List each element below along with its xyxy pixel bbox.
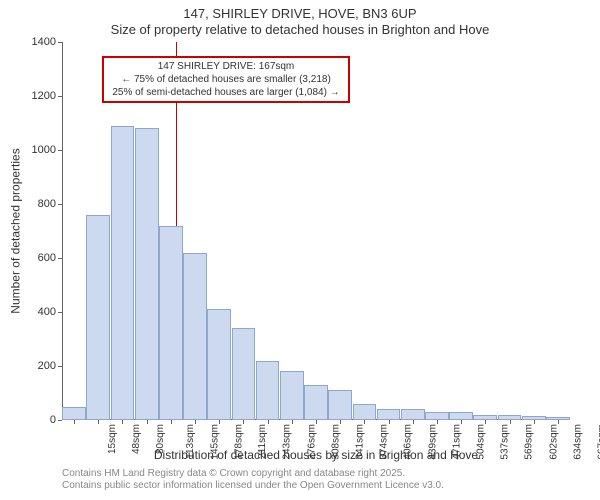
xtick-mark	[74, 420, 75, 424]
xtick-mark	[147, 420, 148, 424]
xtick-label: 537sqm	[500, 424, 511, 460]
xtick-label: 471sqm	[451, 424, 462, 460]
xtick-mark	[171, 420, 172, 424]
xtick-label: 15sqm	[107, 424, 118, 454]
ytick-label: 600	[6, 252, 56, 264]
ytick-label: 1400	[6, 36, 56, 48]
xtick-label: 145sqm	[209, 424, 220, 460]
footer: Contains HM Land Registry data © Crown c…	[62, 468, 444, 492]
histogram-bar	[207, 309, 231, 420]
y-axis-line	[62, 42, 63, 420]
ytick-mark	[58, 312, 62, 313]
histogram-bar	[449, 412, 473, 420]
xtick-label: 276sqm	[306, 424, 317, 460]
histogram-bar	[280, 371, 304, 420]
footer-line1: Contains HM Land Registry data © Crown c…	[62, 468, 444, 480]
xtick-label: 634sqm	[572, 424, 583, 460]
chart-title-2: Size of property relative to detached ho…	[0, 22, 600, 37]
xtick-label: 504sqm	[476, 424, 487, 460]
ytick-label: 1000	[6, 144, 56, 156]
histogram-bar	[183, 253, 207, 420]
xtick-label: 48sqm	[131, 424, 142, 454]
xtick-label: 80sqm	[155, 424, 166, 454]
histogram-bar	[86, 215, 110, 420]
xtick-label: 439sqm	[427, 424, 438, 460]
ytick-label: 1200	[6, 90, 56, 102]
ytick-mark	[58, 204, 62, 205]
annotation-line2: ← 75% of detached houses are smaller (3,…	[108, 73, 344, 86]
ytick-mark	[58, 258, 62, 259]
xtick-label: 243sqm	[282, 424, 293, 460]
histogram-bar	[401, 409, 425, 420]
footer-line2: Contains public sector information licen…	[62, 480, 444, 492]
histogram-bar	[425, 412, 449, 420]
ytick-mark	[58, 42, 62, 43]
histogram-bar	[111, 126, 135, 420]
xtick-label: 406sqm	[403, 424, 414, 460]
histogram-bar	[353, 404, 377, 420]
xtick-mark	[122, 420, 123, 424]
xtick-label: 211sqm	[257, 424, 268, 459]
xtick-label: 667sqm	[596, 424, 600, 460]
histogram-bar	[377, 409, 401, 420]
ytick-mark	[58, 96, 62, 97]
histogram-bar	[62, 407, 86, 421]
ytick-label: 0	[6, 414, 56, 426]
xtick-label: 569sqm	[524, 424, 535, 460]
xtick-label: 113sqm	[185, 424, 196, 459]
ytick-label: 800	[6, 198, 56, 210]
ytick-mark	[58, 366, 62, 367]
annotation-box: 147 SHIRLEY DRIVE: 167sqm ← 75% of detac…	[102, 56, 350, 103]
xtick-label: 341sqm	[355, 424, 366, 460]
histogram-bar	[135, 128, 159, 420]
plot-area: 147 SHIRLEY DRIVE: 167sqm ← 75% of detac…	[62, 42, 570, 420]
xtick-label: 602sqm	[548, 424, 559, 460]
histogram-bar	[232, 328, 256, 420]
chart-title-1: 147, SHIRLEY DRIVE, HOVE, BN3 6UP	[0, 6, 600, 21]
annotation-line1: 147 SHIRLEY DRIVE: 167sqm	[108, 60, 344, 73]
histogram-bar	[159, 226, 183, 420]
ytick-label: 400	[6, 306, 56, 318]
histogram-bar	[328, 390, 352, 420]
ytick-mark	[58, 420, 62, 421]
histogram-bar	[256, 361, 280, 420]
xtick-label: 178sqm	[234, 424, 245, 460]
xtick-label: 374sqm	[379, 424, 390, 460]
xtick-label: 308sqm	[330, 424, 341, 460]
xtick-mark	[98, 420, 99, 424]
ytick-label: 200	[6, 360, 56, 372]
chart-container: 147, SHIRLEY DRIVE, HOVE, BN3 6UP Size o…	[0, 0, 600, 500]
ytick-mark	[58, 150, 62, 151]
histogram-bar	[304, 385, 328, 420]
annotation-line3: 25% of semi-detached houses are larger (…	[108, 86, 344, 99]
